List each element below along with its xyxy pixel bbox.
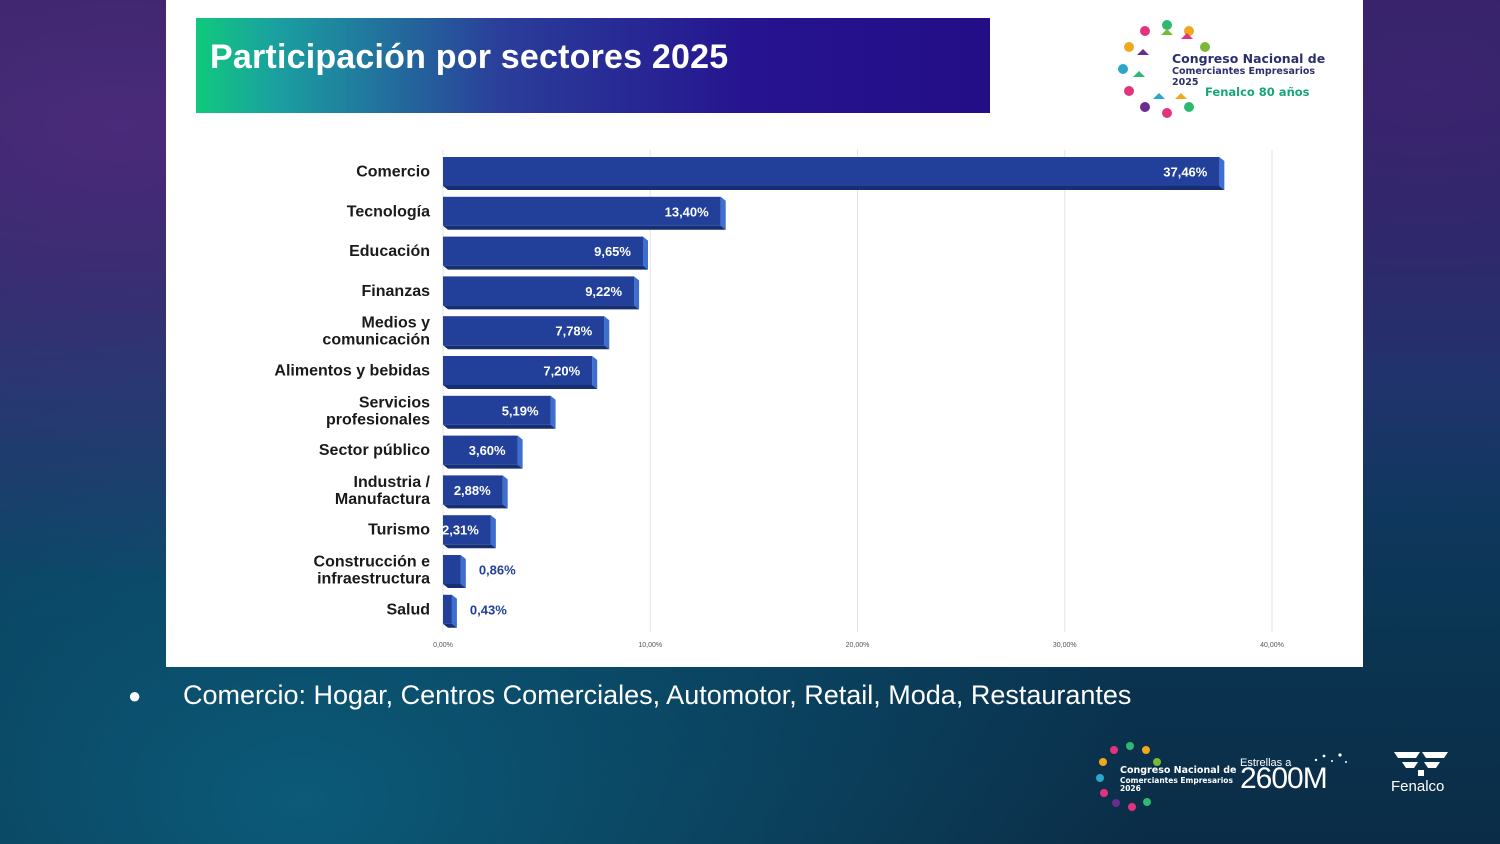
bar-side (460, 555, 466, 588)
category-label: Salud (386, 601, 430, 618)
bar-bottom (443, 623, 457, 628)
bar (443, 555, 461, 584)
sector-bar-chart: 0,00% 10,00% 20,00% 30,00% 40,00% Comercio 37,… (274, 150, 1284, 649)
category-label: Comercio (356, 164, 430, 181)
slide-title: Participación por sectores 2025 (210, 38, 729, 76)
bar (443, 435, 518, 465)
x-tick-label: 20,00% (846, 642, 870, 649)
value-label: 37,46% (1163, 165, 1208, 180)
bar-bottom (443, 225, 726, 230)
bar (443, 157, 1220, 186)
bar (443, 236, 643, 266)
bar-bottom (443, 345, 610, 350)
title-banner: Participación por sectores 2025 (196, 18, 990, 113)
bar-side (604, 316, 610, 350)
footer-fenalco-logo: Fenalco (1388, 748, 1454, 798)
logo-line4: Fenalco 80 años (1205, 85, 1310, 99)
category-label: Sector público (319, 442, 430, 459)
bar-bottom (443, 186, 1225, 190)
bar-bottom (443, 584, 466, 588)
footer-congreso-line2: Comerciantes Empresarios (1120, 776, 1233, 785)
bar-bottom (443, 265, 648, 270)
bar-bottom (443, 464, 523, 469)
value-label: 2,31% (442, 523, 479, 538)
footer-estrellas-logo: Estrellas a 2600M (1240, 752, 1380, 802)
value-label: 3,60% (469, 443, 506, 458)
bar-side (517, 435, 523, 469)
bar (443, 594, 452, 624)
value-label: 0,43% (470, 602, 507, 617)
footer-congreso-line1: Congreso Nacional de (1120, 765, 1237, 776)
bar-side (642, 236, 648, 270)
bar-bottom (443, 305, 640, 310)
bar-side (1219, 157, 1225, 190)
congreso-wreath-icon (1118, 20, 1210, 118)
bar-side (490, 515, 496, 549)
bullet-dot-icon: ● (128, 683, 142, 708)
value-label: 9,65% (594, 244, 631, 259)
bar-bottom (443, 544, 496, 549)
estrellas-small-text: Estrellas a (1240, 757, 1292, 769)
bullet-text: Comercio: Hogar, Centros Comerciales, Au… (183, 680, 1132, 710)
bar-side (634, 276, 640, 310)
bar (443, 475, 503, 505)
value-label: 5,19% (502, 403, 539, 418)
bar-side (451, 594, 457, 628)
stars-icon (1314, 753, 1347, 763)
bar-side (502, 475, 508, 509)
bar-bottom (443, 385, 598, 389)
bar-side (550, 395, 556, 429)
bar (443, 196, 721, 226)
category-label: Finanzas (362, 283, 431, 300)
estrellas-big-text: 2600M (1240, 762, 1328, 795)
bar (443, 395, 551, 425)
x-tick-label: 40,00% (1260, 642, 1284, 649)
fenalco-mark-icon (1394, 752, 1448, 776)
bar-bottom (443, 424, 556, 429)
category-label: Turismo (368, 522, 430, 539)
value-label: 9,22% (585, 284, 622, 299)
category-label: Tecnología (347, 203, 430, 220)
category-label: Educación (349, 243, 430, 260)
bar (443, 515, 491, 545)
bar (443, 356, 593, 385)
value-label: 7,20% (543, 364, 580, 379)
fenalco-text: Fenalco (1391, 778, 1445, 795)
value-label: 13,40% (665, 204, 710, 219)
category-label: Servicios profesionales (326, 394, 430, 428)
logo-line3: 2025 (1172, 77, 1199, 88)
category-label: Medios y comunicación (322, 315, 430, 349)
category-label: Industria / Manufactura (335, 474, 431, 508)
x-tick-label: 0,00% (433, 642, 453, 649)
footer-congreso-line3: 2026 (1120, 784, 1141, 793)
slide-canvas: Participación por sectores 2025 (166, 0, 1363, 667)
footer-congreso-logo: Congreso Nacional de Comerciantes Empres… (1094, 740, 1237, 814)
x-tick-label: 10,00% (638, 642, 662, 649)
footer-wreath-icon (1096, 742, 1161, 811)
bar (443, 276, 635, 306)
bar (443, 316, 605, 346)
congreso-logo: Congreso Nacional de Comerciantes Empres… (1112, 14, 1325, 124)
logo-line1: Congreso Nacional de (1172, 51, 1326, 66)
bar-side (592, 356, 598, 389)
value-label: 7,78% (555, 324, 592, 339)
bar-side (720, 196, 726, 230)
value-label: 2,88% (454, 483, 491, 498)
logo-line2: Comerciantes Empresarios (1172, 66, 1316, 77)
bar-bottom (443, 504, 508, 509)
category-label: Construcción e infraestructura (314, 554, 431, 588)
value-label: 0,86% (479, 563, 516, 578)
category-label: Alimentos y bebidas (274, 363, 430, 380)
x-tick-label: 30,00% (1053, 642, 1077, 649)
